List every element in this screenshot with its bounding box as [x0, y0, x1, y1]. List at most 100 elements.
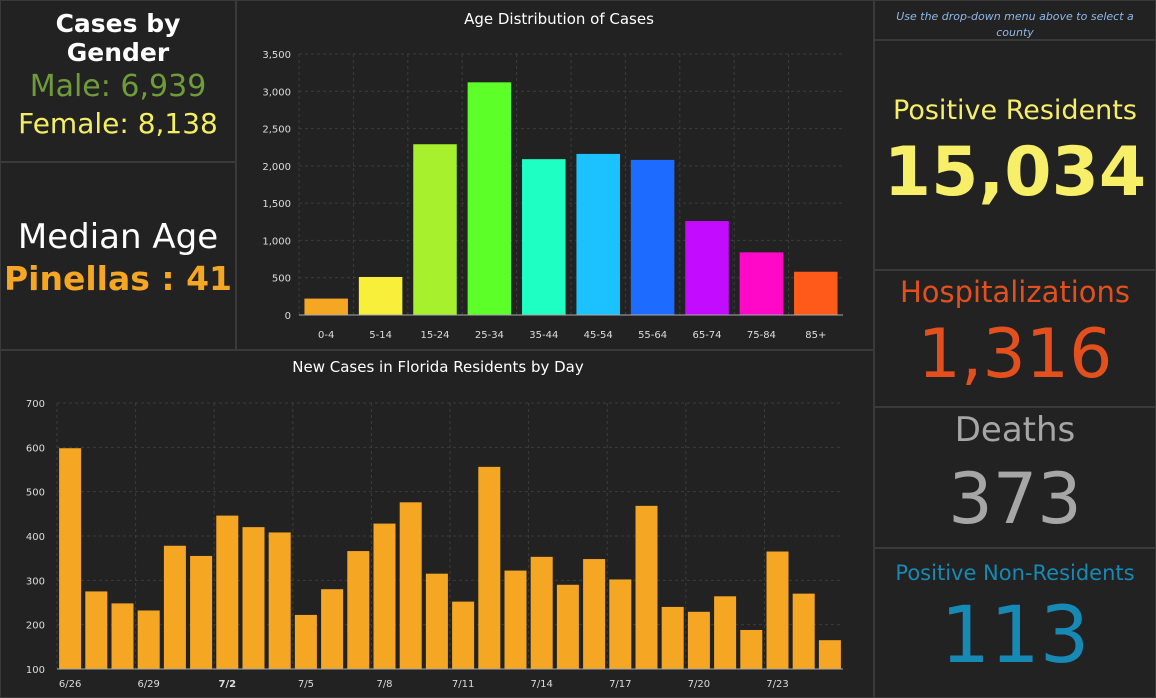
daily-bar-7/7 [347, 551, 370, 669]
daily-bar-6/28 [111, 603, 134, 669]
daily-bar-7/17 [609, 579, 632, 669]
age-xtick-label: 55-64 [638, 330, 667, 341]
positive-residents-label: Positive Residents [893, 95, 1137, 126]
age-ytick-label: 3,000 [262, 87, 291, 98]
non-residents-panel: Positive Non-Residents 113 [874, 548, 1156, 698]
daily-ytick-label: 600 [26, 443, 45, 454]
positive-residents-value: 15,034 [883, 133, 1147, 212]
daily-xtick-label: 7/20 [688, 679, 710, 690]
daily-bar-7/21 [714, 596, 737, 669]
daily-bar-7/3 [242, 527, 265, 669]
daily-bar-7/5 [294, 614, 317, 669]
hospitalizations-value: 1,316 [917, 315, 1113, 394]
daily-bar-7/8 [373, 523, 396, 669]
gender-panel: Cases by Gender Male: 6,939 Female: 8,13… [0, 0, 236, 162]
daily-bar-7/24 [792, 593, 815, 669]
age-ytick-label: 1,000 [262, 236, 291, 247]
deaths-value: 373 [948, 458, 1082, 540]
daily-bar-7/15 [556, 584, 579, 669]
daily-bar-7/22 [740, 629, 763, 669]
age-bar-65-74 [685, 221, 729, 315]
age-bar-35-44 [522, 159, 566, 315]
age-xtick-label: 15-24 [420, 330, 449, 341]
hospitalizations-panel: Hospitalizations 1,316 [874, 270, 1156, 407]
median-age-panel: Median Age Pinellas : 41 [0, 162, 236, 350]
daily-ytick-label: 700 [26, 399, 45, 410]
age-ytick-label: 2,000 [262, 162, 291, 173]
daily-bar-7/2 [216, 515, 239, 669]
daily-xtick-label: 7/8 [376, 679, 392, 690]
daily-xtick-label: 6/26 [59, 679, 81, 690]
daily-bar-7/10 [425, 573, 448, 669]
daily-bar-7/6 [321, 589, 344, 669]
gender-title: Cases by Gender [55, 9, 181, 67]
age-bar-55-64 [630, 159, 675, 315]
daily-bar-7/20 [687, 611, 710, 669]
age-ytick-label: 0 [285, 311, 291, 322]
daily-xtick-label: 7/14 [530, 679, 552, 690]
daily-bar-7/11 [452, 601, 475, 669]
daily-bar-7/14 [530, 556, 553, 669]
daily-bar-6/30 [163, 545, 186, 669]
age-xtick-label: 25-34 [475, 330, 504, 341]
median-age-label: Median Age [17, 217, 219, 257]
daily-xtick-label: 7/2 [219, 679, 237, 690]
age-ytick-label: 2,500 [262, 125, 291, 136]
daily-ytick-label: 500 [26, 488, 45, 499]
daily-cases-chart: New Cases in Florida Residents by Day 100… [26, 358, 843, 690]
age-xtick-label: 5-14 [369, 330, 392, 341]
daily-xtick-label: 7/11 [452, 679, 474, 690]
daily-ytick-label: 100 [26, 665, 45, 676]
age-xtick-label: 0-4 [318, 330, 334, 341]
daily-xtick-label: 7/17 [609, 679, 631, 690]
age-ytick-label: 500 [272, 274, 291, 285]
daily-bar-7/13 [504, 570, 527, 669]
male-count: Male: 6,939 [29, 69, 207, 104]
daily-chart-title: New Cases in Florida Residents by Day [292, 358, 584, 376]
age-bar-5-14 [358, 276, 403, 315]
daily-ytick-label: 300 [26, 576, 45, 587]
daily-bar-7/25 [818, 640, 841, 669]
deaths-panel: Deaths 373 [874, 407, 1156, 548]
daily-bar-7/12 [478, 466, 501, 669]
age-ytick-label: 3,500 [262, 50, 291, 61]
age-bar-75-84 [739, 252, 784, 315]
age-ytick-label: 1,500 [262, 199, 291, 210]
age-xtick-label: 75-84 [747, 330, 776, 341]
age-distribution-panel: Age Distribution of Cases 0 500 1,000 1,500 2… [236, 0, 874, 350]
county-note-panel: Use the drop-down menu above to select a… [874, 0, 1156, 40]
age-xtick-label: 45-54 [584, 330, 613, 341]
non-residents-value: 113 [940, 591, 1090, 681]
age-xtick-label: 65-74 [692, 330, 721, 341]
daily-xtick-label: 6/29 [137, 679, 159, 690]
age-bar-45-54 [576, 153, 620, 315]
hospitalizations-label: Hospitalizations [899, 275, 1131, 309]
daily-bar-7/9 [399, 502, 422, 669]
age-xtick-label: 85+ [805, 330, 826, 341]
daily-bar-7/19 [661, 606, 684, 669]
daily-xtick-label: 7/23 [766, 679, 788, 690]
non-residents-label: Positive Non-Residents [895, 561, 1135, 585]
daily-cases-panel: New Cases in Florida Residents by Day 100… [0, 350, 874, 698]
age-bar-0-4 [304, 298, 348, 315]
daily-bar-6/27 [85, 591, 108, 669]
daily-bar-6/26 [59, 448, 82, 669]
age-bar-15-24 [413, 144, 457, 315]
female-count: Female: 8,138 [18, 107, 218, 140]
age-bar-25-34 [467, 82, 512, 315]
daily-bar-7/1 [190, 555, 213, 669]
county-select-note: Use the drop-down menu above to select a… [896, 10, 1134, 39]
daily-ytick-label: 400 [26, 532, 45, 543]
age-bar-85+ [794, 271, 838, 315]
daily-bar-6/29 [137, 610, 160, 669]
daily-bar-7/18 [635, 505, 658, 669]
daily-bar-7/23 [766, 551, 789, 669]
median-age-value: Pinellas : 41 [3, 259, 232, 298]
daily-xtick-label: 7/5 [298, 679, 314, 690]
daily-bar-7/4 [268, 532, 291, 669]
age-distribution-chart: Age Distribution of Cases 0 500 1,000 1,500 2… [262, 10, 843, 341]
positive-residents-panel: Positive Residents 15,034 [874, 40, 1156, 270]
daily-ytick-label: 200 [26, 621, 45, 632]
age-chart-title: Age Distribution of Cases [464, 10, 654, 28]
daily-bar-7/16 [583, 559, 606, 669]
